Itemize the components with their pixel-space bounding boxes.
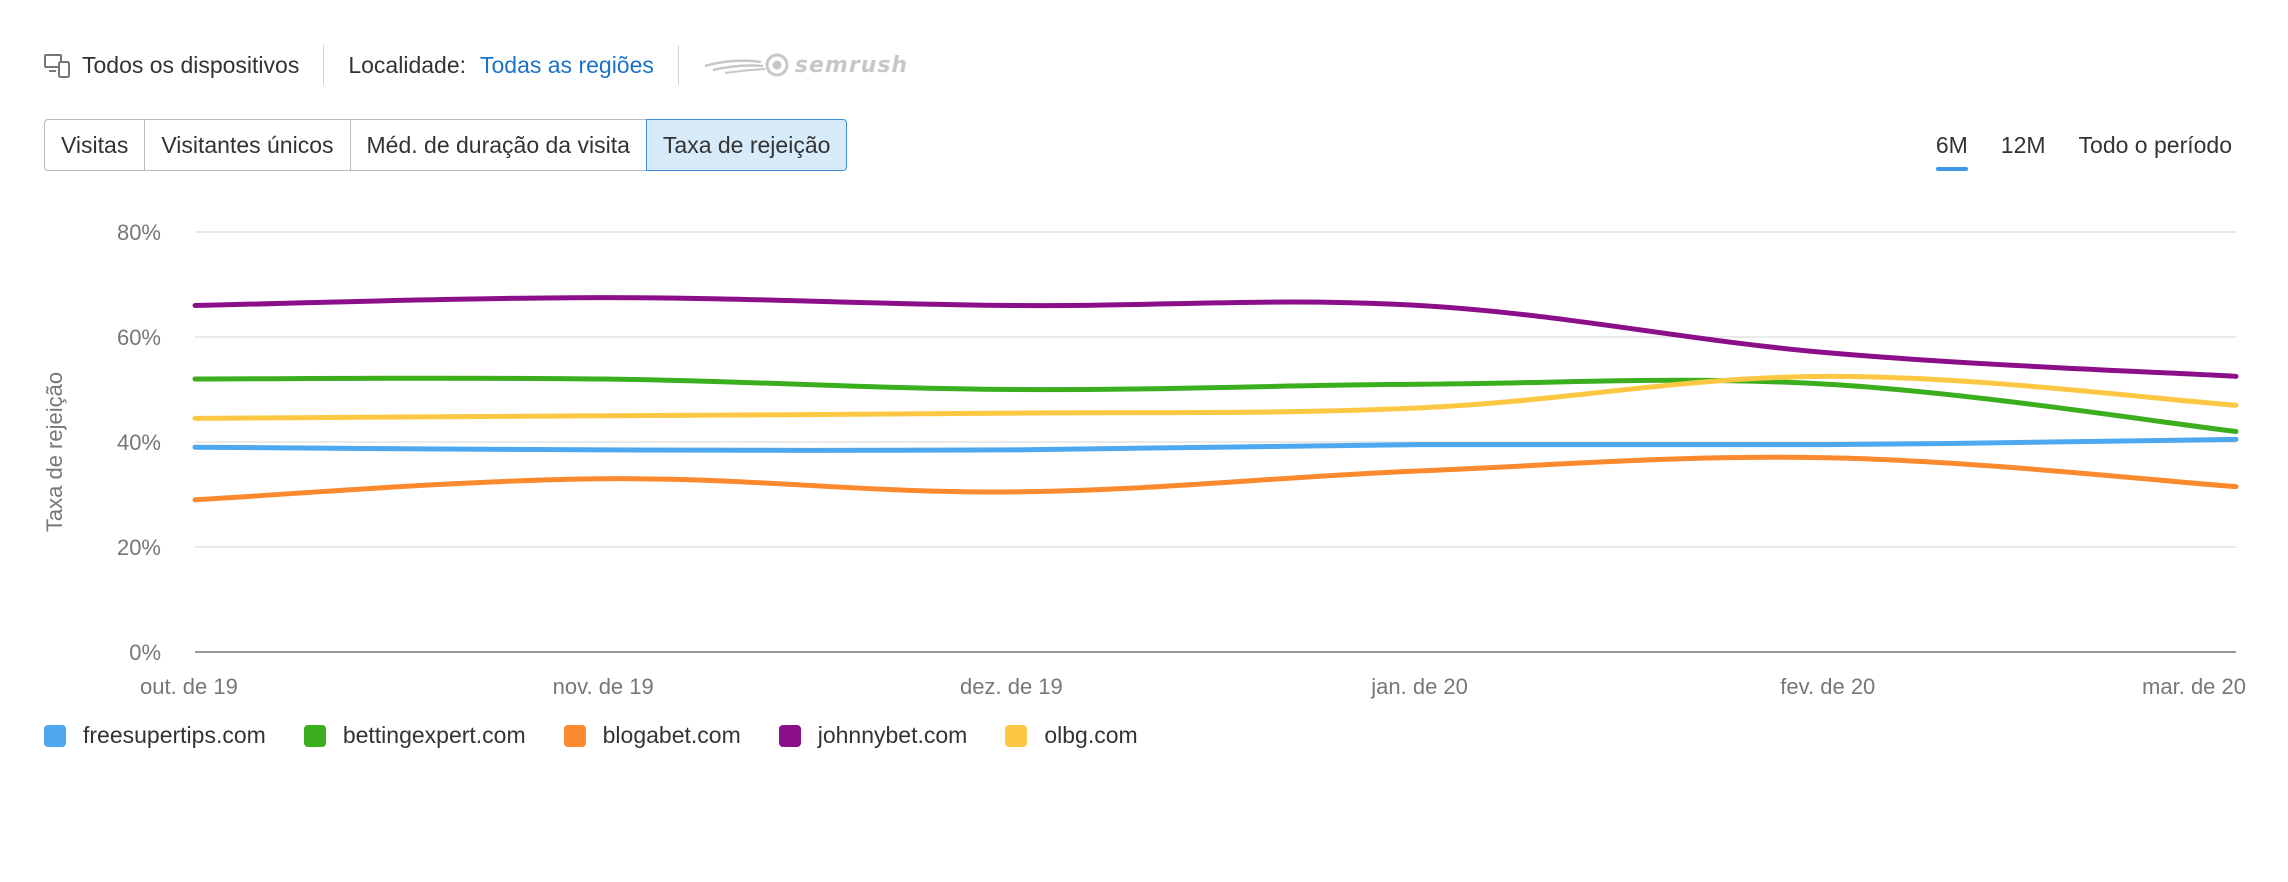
tab-bounce-rate[interactable]: Taxa de rejeição (645, 119, 848, 171)
x-tick-label: dez. de 19 (960, 674, 1063, 699)
tab-visits[interactable]: Visitas (44, 119, 145, 171)
legend-item-johnnybet[interactable]: johnnybet.com (778, 722, 968, 749)
x-tick-label: out. de 19 (140, 674, 238, 699)
x-axis-ticks: out. de 19 nov. de 19 dez. de 19 jan. de 20… (140, 674, 2246, 699)
series-line-blogabet[interactable] (192, 454, 2239, 503)
location-label: Localidade: (348, 51, 466, 78)
y-tick-label: 80% (117, 220, 161, 245)
x-tick-label: jan. de 20 (1370, 674, 1468, 699)
divider (323, 45, 325, 85)
bounce-rate-chart: 80% 60% 40% 20% 0% out. de 19 nov. de 19 dez. … (42, 220, 2246, 699)
devices-icon (44, 54, 70, 78)
semrush-logo: semrush (703, 52, 908, 78)
y-axis-ticks: 80% 60% 40% 20% 0% (117, 220, 161, 665)
y-tick-label: 60% (117, 325, 161, 350)
series-line-johnnybet[interactable] (192, 295, 2239, 379)
legend-swatch (778, 724, 801, 747)
period-6m[interactable]: 6M (1935, 124, 1968, 171)
legend-label: freesupertips.com (83, 722, 266, 748)
period-selector: 6M 12M Todo o período (1935, 124, 2232, 171)
y-tick-label: 0% (129, 640, 161, 665)
y-axis-label: Taxa de rejeição (42, 372, 67, 532)
x-tick-label: nov. de 19 (553, 674, 654, 699)
series-line-freesupertips[interactable] (192, 436, 2239, 453)
semrush-flame-icon (704, 53, 789, 77)
legend-item-olbg[interactable]: olbg.com (1005, 722, 1138, 749)
legend-item-blogabet[interactable]: blogabet.com (563, 722, 741, 749)
y-tick-label: 40% (117, 430, 161, 455)
chart-legend: freesupertips.com bettingexpert.com blog… (44, 722, 1138, 749)
tab-unique-visitors[interactable]: Visitantes únicos (144, 119, 350, 171)
devices-selector[interactable]: Todos os dispositivos (82, 51, 300, 78)
legend-item-bettingexpert[interactable]: bettingexpert.com (303, 722, 526, 749)
legend-item-freesupertips[interactable]: freesupertips.com (44, 722, 266, 749)
y-tick-label: 20% (117, 535, 161, 560)
legend-swatch (563, 724, 586, 747)
metric-tabs: Visitas Visitantes únicos Méd. de duraçã… (44, 119, 848, 171)
period-all-time[interactable]: Todo o período (2078, 132, 2232, 158)
series-line-olbg[interactable] (192, 373, 2239, 421)
filter-bar: Todos os dispositivos Localidade: Todas … (44, 44, 908, 86)
legend-label: olbg.com (1044, 722, 1138, 748)
legend-swatch (44, 724, 66, 747)
legend-swatch (303, 724, 326, 747)
period-12m[interactable]: 12M (2000, 132, 2046, 158)
series-line-bettingexpert[interactable] (192, 375, 2239, 434)
tab-avg-visit-duration[interactable]: Méd. de duração da visita (349, 119, 646, 171)
x-tick-label: mar. de 20 (2142, 674, 2246, 699)
divider (677, 45, 679, 85)
legend-label: johnnybet.com (817, 722, 968, 748)
x-tick-label: fev. de 20 (1780, 674, 1875, 699)
chart-series (192, 295, 2239, 503)
brand-name: semrush (794, 52, 909, 78)
location-selector[interactable]: Todas as regiões (480, 51, 654, 78)
legend-label: blogabet.com (602, 722, 741, 748)
legend-swatch (1005, 724, 1028, 747)
legend-label: bettingexpert.com (342, 722, 526, 748)
